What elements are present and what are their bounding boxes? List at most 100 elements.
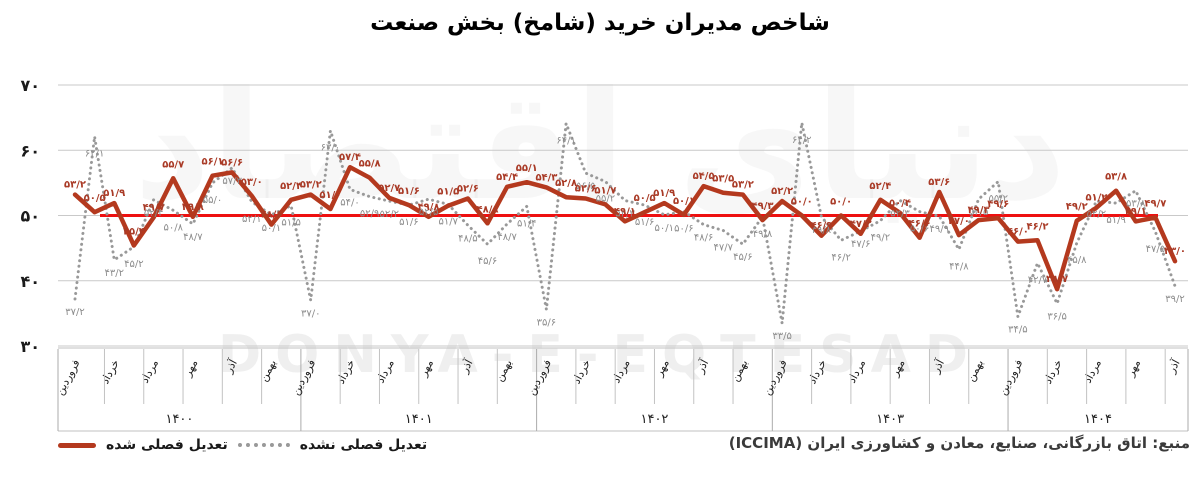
month-label: آذر [928,356,948,376]
adjusted-data-label: ۴۶/۲ [1027,221,1049,232]
chart-title: شاخص مدیران خرید (شامخ) بخش صنعت [370,10,830,36]
adjusted-data-label: ۴۹/۸ [418,202,440,213]
month-label: فروردین [760,357,789,397]
adjusted-data-label: ۵۱/۰ [319,190,341,201]
adjusted-data-label: ۵۷/۴ [339,152,361,163]
adjusted-data-label: ۵۵/۱ [516,163,538,174]
adjusted-data-label: ۵۳/۰ [241,177,263,188]
adjusted-data-label: ۵۲/۸ [555,178,577,189]
adjusted-data-label: ۵۲/۶ [457,184,479,195]
adjusted-data-label: ۵۵/۸ [359,159,381,170]
legend-label-adjusted: تعدیل فصلی شده [106,437,228,453]
year-label: ۱۴۰۱ [405,412,433,427]
unadjusted-data-label: ۵۷/۳ [222,176,242,187]
unadjusted-data-label: ۵۱/۶ [635,217,654,228]
unadjusted-data-label: ۴۷/۶ [851,239,870,250]
unadjusted-data-label: ۵۱/۴ [517,218,536,229]
month-label: خرداد [334,357,358,386]
month-label: مرداد [1081,357,1104,385]
month-label: آذر [1164,356,1184,376]
month-label: مهر [416,357,436,379]
adjusted-data-label: ۴۶/۶ [909,219,931,230]
adjusted-data-label: ۴۵/۴ [123,227,145,238]
unadjusted-data-label: ۵۴/۰ [340,197,359,208]
unadjusted-data-label: ۶۴/۱ [556,135,575,146]
month-label: مرداد [610,357,633,385]
adjusted-data-label: ۵۶/۶ [221,157,243,168]
month-label: مرداد [138,357,161,385]
year-label: ۱۴۰۰ [165,412,193,427]
month-label: فروردین [996,357,1025,397]
adjusted-data-label: ۴۶/۹ [810,221,832,232]
unadjusted-data-label: ۴۴/۸ [949,261,969,272]
unadjusted-data-label: ۵۰/۱ [655,223,674,234]
unadjusted-data-label: ۴۸/۵ [458,233,477,244]
year-label: ۱۴۰۴ [1084,412,1112,427]
unadjusted-data-label: ۵۶/۵ [576,181,595,192]
y-tick-label: ۳۰ [20,337,40,356]
unadjusted-data-label: ۳۳/۵ [772,331,791,342]
adjusted-data-label: ۵۱/۲ [1085,193,1107,204]
month-label: خرداد [1041,357,1065,386]
year-label: ۱۴۰۳ [876,412,904,427]
adjusted-data-label: ۴۹/۱ [614,206,636,217]
adjusted-data-label: ۴۳/۰ [1164,246,1186,257]
unadjusted-data-label: ۴۸/۷ [183,232,203,243]
unadjusted-data-label: ۳۹/۲ [1165,294,1184,305]
adjusted-data-label: ۴۹/۷ [143,202,165,213]
adjusted-data-label: ۵۱/۷ [594,185,616,196]
adjusted-data-label: ۵۰/۵ [634,193,656,204]
unadjusted-data-label: ۳۶/۵ [1047,312,1066,323]
adjusted-data-label: ۴۸/۸ [477,204,499,215]
unadjusted-data-label: ۴۹/۸ [753,229,773,240]
month-label: مهر [888,357,908,379]
unadjusted-data-label: ۵۲/۱ [242,214,261,225]
unadjusted-data-label: ۵۲/۲ [1087,209,1106,220]
unadjusted-data-label: ۴۵/۶ [733,252,752,263]
unadjusted-data-label: ۵۲/۹ [360,209,379,220]
adjusted-data-label: ۵۴/۵ [693,171,715,182]
month-label: بهمن [257,357,279,383]
unadjusted-data-label: ۵۲/۵ [419,207,438,218]
unadjusted-data-label: ۵۰/۱ [262,223,281,234]
month-label: بهمن [493,357,515,383]
source-note: منبع: اتاق بازرگانی، صنایع، معادن و کشاو… [728,434,1190,452]
month-label: بهمن [728,357,750,383]
y-tick-label: ۴۰ [20,272,40,291]
y-tick-label: ۵۰ [20,207,40,226]
chart-legend: تعدیل فصلی شده تعدیل فصلی نشده [58,437,427,453]
unadjusted-data-label: ۴۳/۲ [105,268,124,279]
adjusted-data-label: ۳۸/۷ [1046,274,1068,285]
unadjusted-data-label: ۵۱/۶ [399,217,418,228]
unadjusted-data-label: ۴۹/۸ [812,225,832,236]
month-label: آذر [456,356,476,376]
unadjusted-data-label: ۴۸/۶ [694,233,713,244]
unadjusted-data-label: ۴۶/۲ [831,252,850,263]
month-label: خرداد [806,357,830,386]
adjusted-data-label: ۴۹/۸ [182,202,204,213]
unadjusted-data-label: ۳۷/۰ [301,308,320,319]
adjusted-data-label: ۴۸/۶ [260,210,282,221]
adjusted-data-label: ۵۲/۴ [280,181,302,192]
adjusted-data-label: ۵۲/۶ [575,184,597,195]
adjusted-data-label: ۴۹/۶ [987,199,1009,210]
unadjusted-data-label: ۴۵/۸ [1067,255,1087,266]
solid-line-swatch-icon [58,442,96,448]
adjusted-data-label: ۴۹/۲ [1066,202,1088,213]
adjusted-data-label: ۵۲/۷ [378,183,400,194]
series-adjusted-path [72,164,1178,292]
unadjusted-data-label: ۵۱/۷ [438,216,458,227]
unadjusted-data-label: ۵۲/۲ [380,209,399,220]
adjusted-data-label: ۴۶/۰ [1007,227,1029,238]
unadjusted-data-label: ۵۱/۹ [1106,215,1125,226]
unadjusted-data-label: ۵۰/۶ [910,224,929,235]
adjusted-data-label: ۵۱/۹ [653,188,675,199]
unadjusted-data-label: ۵۵/۲ [988,194,1007,205]
unadjusted-data-label: ۴۵/۲ [124,259,143,270]
unadjusted-data-label: ۵۱/۵ [281,218,300,229]
month-label: فروردین [525,357,554,397]
adjusted-data-label: ۴۷/۰ [948,216,970,227]
unadjusted-data-label: ۴۹/۹ [930,224,949,235]
adjusted-data-label: ۵۲/۲ [771,186,793,197]
